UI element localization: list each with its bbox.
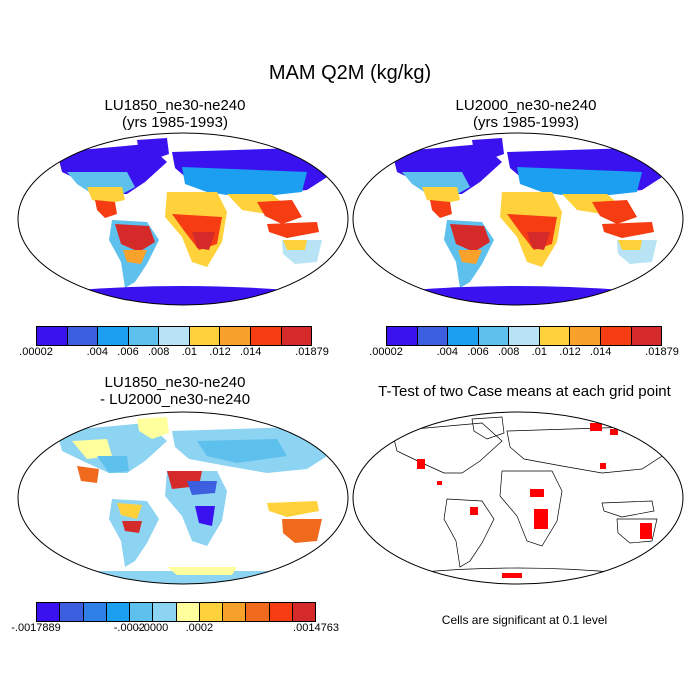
- colorbar-1-box: [220, 327, 251, 345]
- significance-cells: [417, 423, 652, 578]
- colorbar-1-label: .00002: [19, 346, 53, 358]
- colorbar-1-box: [67, 327, 99, 345]
- colorbar-2-box: [478, 327, 510, 345]
- panel-3-title: LU1850_ne30-ne240 - LU2000_ne30-ne240: [5, 374, 345, 408]
- colorbar-3-boxes: [36, 602, 316, 622]
- colorbar-2-label: .004: [436, 346, 459, 358]
- colorbar-3-box: [153, 603, 177, 621]
- colorbar-2-boxes: [386, 326, 662, 346]
- colorbar-3-box: [37, 603, 61, 621]
- colorbar-3-label: .0014763: [293, 622, 339, 634]
- colorbar-2-box: [387, 327, 418, 345]
- colorbar-1-label: .008: [147, 346, 170, 358]
- colorbar-1-box: [281, 327, 312, 345]
- colorbar-3: -.0017889 -.0002 -.0000 .0002 .0014763: [11, 602, 339, 636]
- map-panel-3: [17, 411, 349, 585]
- colorbar-3-box: [176, 603, 200, 621]
- colorbar-2-box: [509, 327, 540, 345]
- colorbar-2-box: [448, 327, 479, 345]
- ttest-note: Cells are significant at 0.1 level: [441, 613, 608, 627]
- map-panel-4: [352, 411, 684, 585]
- colorbar-3-box: [83, 603, 107, 621]
- colorbar-1-box: [98, 327, 129, 345]
- map-panel-1: [17, 132, 349, 306]
- colorbar-1-label: .006: [117, 346, 139, 358]
- colorbar-1-boxes: [36, 326, 312, 346]
- colorbar-2-label: .00002: [369, 346, 403, 358]
- panel-1-title: LU1850_ne30-ne240 (yrs 1985-1993): [5, 97, 345, 131]
- colorbar-3-box: [199, 603, 223, 621]
- colorbar-1-labels: .00002 .004 .006 .008 .01 .012 .014 .01879: [19, 346, 329, 360]
- colorbar-3-box: [292, 603, 315, 621]
- colorbar-1-label: .014: [239, 346, 262, 358]
- colorbar-1-box: [189, 327, 221, 345]
- colorbar-2: .00002 .004 .006 .008 .01 .012 .014 .01879: [369, 326, 679, 360]
- colorbar-1-box: [128, 327, 160, 345]
- panel-3-title-line1: LU1850_ne30-ne240: [104, 374, 246, 391]
- panel-1-title-line2: (yrs 1985-1993): [122, 114, 228, 131]
- colorbar-3-box: [269, 603, 293, 621]
- figure-title: MAM Q2M (kg/kg): [268, 62, 432, 84]
- colorbar-2-box: [417, 327, 449, 345]
- colorbar-3-label: .0002: [185, 622, 214, 634]
- map-panel-2: [352, 132, 684, 306]
- colorbar-2-label: .012: [559, 346, 581, 358]
- colorbar-1-label: .01: [181, 346, 197, 358]
- colorbar-3-box: [106, 603, 130, 621]
- colorbar-3-box: [60, 603, 84, 621]
- colorbar-1-label: .004: [86, 346, 109, 358]
- panel-2-title-line2: (yrs 1985-1993): [473, 114, 579, 131]
- colorbar-3-label: -.0002: [113, 622, 145, 634]
- colorbar-2-label: .008: [497, 346, 520, 358]
- panel-3-title-line2: - LU2000_ne30-ne240: [99, 391, 251, 408]
- colorbar-3-labels: -.0017889 -.0002 -.0000 .0002 .0014763: [11, 622, 339, 636]
- colorbar-2-box: [539, 327, 571, 345]
- colorbar-3-label: -.0017889: [11, 622, 61, 634]
- colorbar-2-labels: .00002 .004 .006 .008 .01 .012 .014 .01879: [369, 346, 679, 360]
- colorbar-2-box: [570, 327, 601, 345]
- panel-2-title-line1: LU2000_ne30-ne240: [455, 97, 597, 114]
- panel-4-title-line1: T-Test of two Case means at each grid po…: [378, 383, 671, 400]
- colorbar-2-label: .014: [589, 346, 612, 358]
- panel-2-title: LU2000_ne30-ne240 (yrs 1985-1993): [356, 97, 696, 131]
- colorbar-2-box: [631, 327, 662, 345]
- panel-1-title-line1: LU1850_ne30-ne240: [104, 97, 246, 114]
- colorbar-2-box: [600, 327, 632, 345]
- colorbar-2-label: .006: [467, 346, 489, 358]
- colorbar-2-label: .01879: [645, 346, 679, 358]
- colorbar-1-box: [37, 327, 68, 345]
- colorbar-1-box: [159, 327, 190, 345]
- colorbar-3-box: [223, 603, 247, 621]
- colorbar-1-box: [250, 327, 282, 345]
- colorbar-3-box: [130, 603, 154, 621]
- panel-4-title: T-Test of two Case means at each grid po…: [352, 383, 697, 400]
- colorbar-3-box: [246, 603, 270, 621]
- colorbar-1-label: .012: [209, 346, 231, 358]
- colorbar-3-label: -.0000: [137, 622, 169, 634]
- colorbar-2-label: .01: [531, 346, 547, 358]
- colorbar-1-label: .01879: [295, 346, 329, 358]
- colorbar-1: .00002 .004 .006 .008 .01 .012 .014 .01879: [19, 326, 329, 360]
